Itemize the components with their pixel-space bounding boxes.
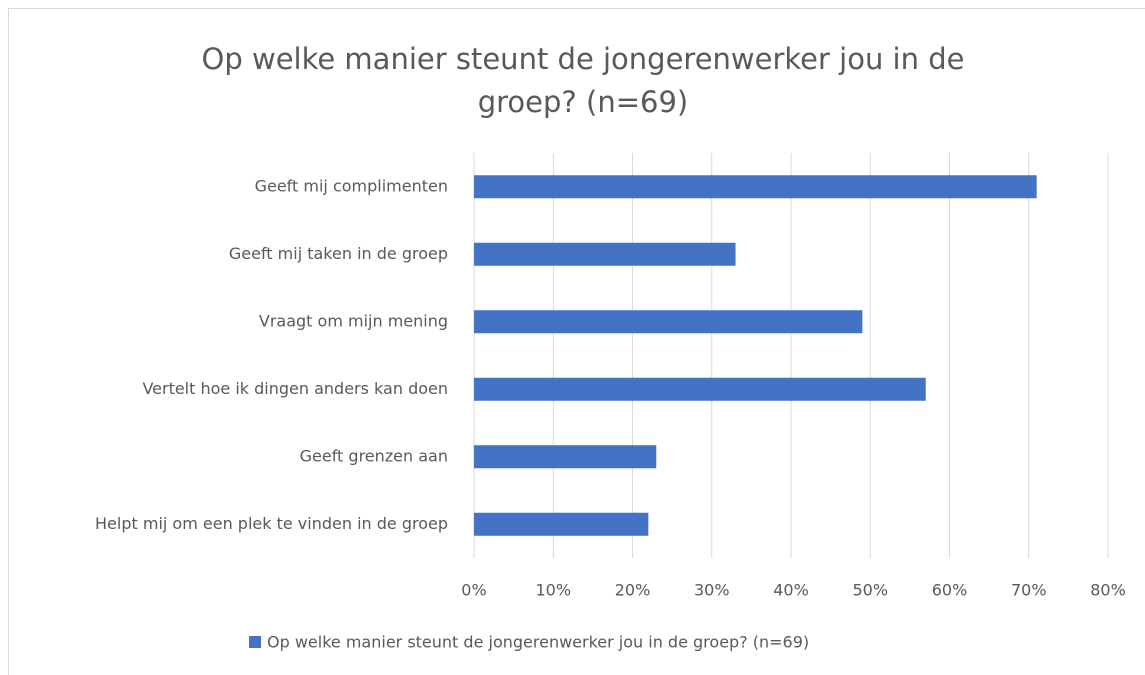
bar <box>474 445 657 469</box>
y-tick-label: Geeft grenzen aan <box>300 446 448 465</box>
bar <box>474 512 649 536</box>
y-tick-label: Vertelt hoe ik dingen anders kan doen <box>142 379 448 398</box>
x-tick-label: 0% <box>461 581 486 600</box>
y-tick-label: Helpt mij om een plek te vinden in de gr… <box>95 514 448 533</box>
legend-swatch <box>249 636 261 648</box>
x-tick-label: 30% <box>694 581 730 600</box>
legend-label: Op welke manier steunt de jongerenwerker… <box>267 633 809 652</box>
x-tick-label: 80% <box>1090 581 1126 600</box>
chart-title: Op welke manier steunt de jongerenwerker… <box>201 42 965 119</box>
x-tick-label: 10% <box>535 581 571 600</box>
x-tick-label: 50% <box>852 581 888 600</box>
y-tick-label: Vraagt om mijn mening <box>259 311 448 330</box>
bar <box>474 242 736 266</box>
bar <box>474 175 1037 199</box>
bar <box>474 377 926 401</box>
x-tick-label: 60% <box>932 581 968 600</box>
x-tick-label: 70% <box>1011 581 1047 600</box>
bar <box>474 310 863 334</box>
chart-frame <box>8 8 1145 675</box>
y-tick-label: Geeft mij taken in de groep <box>229 244 448 263</box>
x-tick-label: 20% <box>615 581 651 600</box>
x-tick-label: 40% <box>773 581 809 600</box>
y-tick-label: Geeft mij complimenten <box>255 176 448 195</box>
